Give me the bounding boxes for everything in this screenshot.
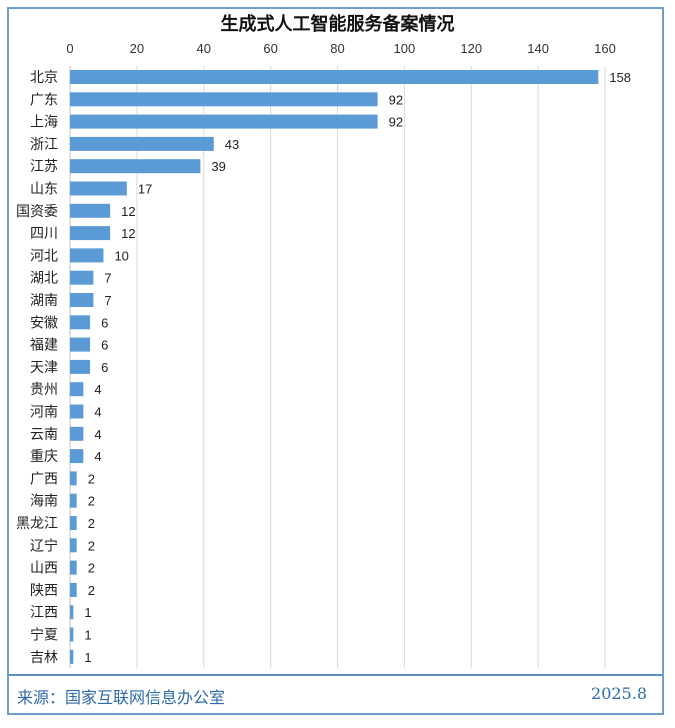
data-label: 158 [609, 70, 631, 85]
bar [70, 627, 74, 642]
data-label: 6 [101, 315, 108, 330]
bar [70, 426, 84, 441]
footer-divider [9, 674, 662, 676]
data-label: 4 [94, 405, 101, 420]
bar [70, 471, 77, 486]
x-tick-label: 120 [460, 41, 482, 56]
bar [70, 159, 201, 174]
data-label: 7 [104, 293, 111, 308]
x-tick-label: 160 [594, 41, 616, 56]
category-label: 安徽 [30, 315, 58, 331]
bar [70, 114, 378, 129]
bar [70, 181, 127, 196]
bar [70, 449, 84, 464]
category-label: 海南 [30, 494, 58, 510]
category-label: 北京 [30, 70, 58, 86]
data-label: 2 [88, 538, 95, 553]
category-label: 山西 [30, 561, 58, 577]
category-label: 黑龙江 [16, 516, 58, 532]
category-label: 贵州 [30, 382, 58, 398]
bar [70, 404, 84, 419]
bar [70, 70, 599, 84]
data-label: 2 [88, 583, 95, 598]
x-tick-label: 20 [130, 41, 144, 56]
data-label: 4 [94, 382, 101, 397]
category-label: 宁夏 [30, 627, 58, 644]
category-label: 湖南 [30, 293, 58, 309]
x-tick-label: 40 [197, 41, 211, 56]
bar [70, 136, 214, 151]
report-date: 2025.8 [591, 684, 647, 703]
bar [70, 315, 91, 330]
data-label: 17 [138, 182, 152, 197]
data-label: 43 [225, 137, 239, 152]
category-label: 福建 [30, 338, 58, 354]
bar [70, 649, 74, 664]
bar-chart: 0 20 40 60 80 100 120 140 160 北京 158 广东 92 上海 92 浙江 43 江苏… [16, 41, 631, 668]
data-label: 2 [88, 494, 95, 509]
data-label: 2 [88, 516, 95, 531]
category-label: 上海 [30, 115, 58, 131]
bar [70, 293, 94, 307]
data-label: 6 [101, 338, 108, 353]
bar [70, 582, 77, 597]
x-tick-label: 60 [263, 41, 277, 56]
data-label: 4 [94, 449, 101, 464]
chart-title: 生成式人工智能服务备案情况 [220, 14, 455, 35]
category-label: 江西 [30, 605, 58, 621]
bar [70, 516, 77, 530]
bar [70, 203, 111, 218]
category-label: 吉林 [30, 650, 58, 666]
data-label: 7 [104, 271, 111, 286]
category-label: 四川 [30, 226, 58, 242]
category-label: 云南 [30, 427, 58, 443]
data-label: 10 [114, 248, 128, 263]
category-label: 浙江 [30, 137, 58, 153]
bar [70, 560, 77, 575]
data-label: 2 [88, 471, 95, 486]
bar [70, 359, 91, 374]
category-label: 湖北 [30, 271, 58, 287]
category-label: 陕西 [30, 583, 58, 599]
bar [70, 538, 77, 553]
bar [70, 493, 77, 508]
x-tick-label: 0 [66, 41, 73, 56]
x-tick-label: 100 [394, 41, 416, 56]
category-label: 山东 [30, 182, 58, 198]
data-label: 2 [88, 561, 95, 576]
data-label: 12 [121, 226, 135, 241]
category-label: 天津 [30, 360, 58, 376]
category-label: 河北 [30, 248, 58, 264]
category-label: 江苏 [30, 159, 58, 175]
category-label: 国资委 [16, 204, 58, 220]
data-label: 1 [84, 628, 91, 643]
bar [70, 382, 84, 397]
bar [70, 248, 104, 263]
data-label: 92 [389, 92, 403, 107]
source-note: 来源：国家互联网信息办公室 [17, 688, 226, 707]
category-label: 广西 [30, 471, 58, 487]
category-label: 重庆 [30, 449, 58, 465]
category-label: 广东 [30, 92, 58, 108]
data-label: 12 [121, 204, 135, 219]
x-tick-label: 80 [330, 41, 344, 56]
bar [70, 92, 378, 107]
bar [70, 605, 74, 620]
bar [70, 226, 111, 241]
x-tick-label: 140 [527, 41, 549, 56]
data-label: 39 [211, 159, 225, 174]
data-label: 1 [84, 605, 91, 620]
category-label: 辽宁 [30, 537, 58, 554]
data-label: 6 [101, 360, 108, 375]
data-label: 1 [84, 650, 91, 665]
data-label: 4 [94, 427, 101, 442]
category-label: 河南 [30, 405, 58, 421]
bar [70, 270, 94, 285]
data-label: 92 [389, 115, 403, 130]
bar [70, 337, 91, 352]
